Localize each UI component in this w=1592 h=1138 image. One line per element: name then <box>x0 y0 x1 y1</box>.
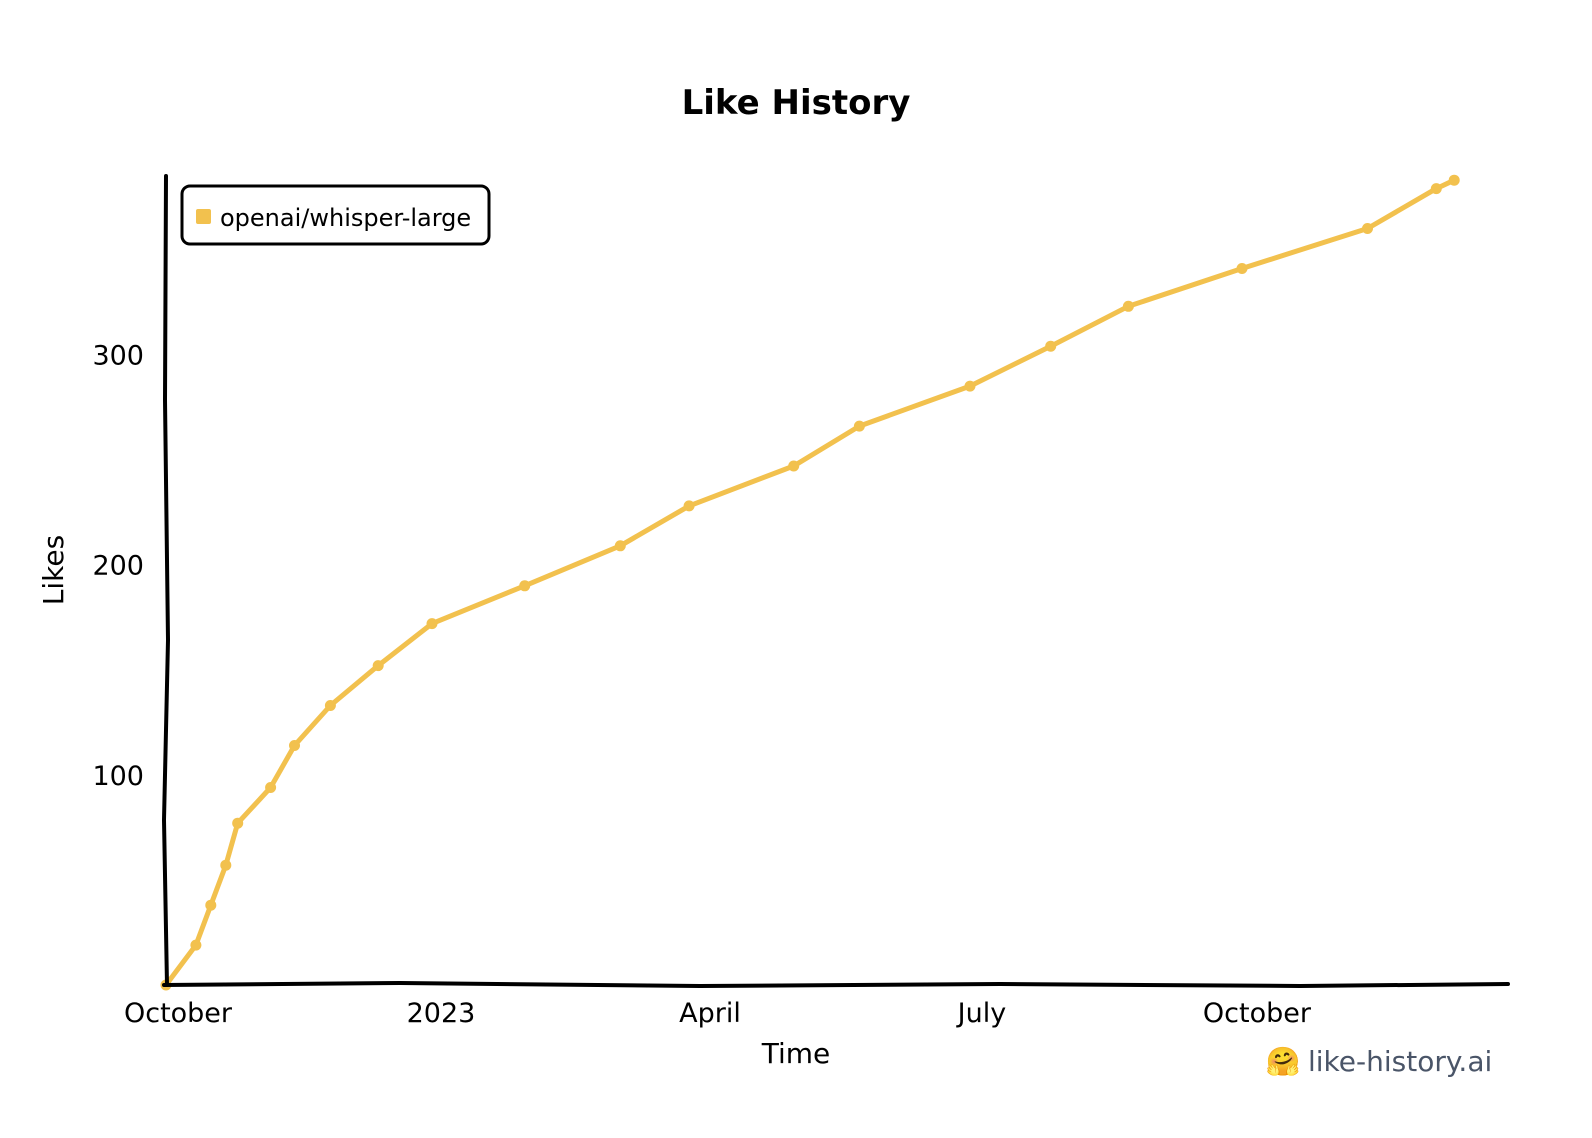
data-point <box>683 500 695 512</box>
data-point <box>614 540 626 552</box>
data-point <box>220 859 232 871</box>
brand-text: like-history.ai <box>1308 1045 1492 1078</box>
x-tick-label: October <box>124 998 233 1029</box>
legend-swatch <box>196 209 211 224</box>
brand-emoji: 🤗 <box>1266 1045 1301 1078</box>
data-point <box>1430 183 1442 195</box>
legend-label: openai/whisper-large <box>220 204 471 232</box>
data-point <box>265 782 277 793</box>
y-tick-labels: 100 200 300 <box>92 341 144 792</box>
x-tick-label: July <box>956 998 1007 1029</box>
y-tick-label: 300 <box>92 341 144 372</box>
y-tick-label: 200 <box>92 551 144 582</box>
data-point <box>1448 174 1460 186</box>
x-tick-label: 2023 <box>407 998 476 1029</box>
x-axis-label: Time <box>761 1037 831 1070</box>
data-point <box>372 660 384 672</box>
data-point <box>324 700 336 711</box>
data-point <box>426 618 438 630</box>
data-point <box>205 899 217 911</box>
legend: openai/whisper-large <box>180 184 491 246</box>
x-tick-label: April <box>679 998 741 1029</box>
data-point <box>1236 263 1248 274</box>
x-axis-line <box>162 980 1510 989</box>
data-point <box>1122 300 1134 312</box>
data-point <box>232 817 244 829</box>
data-point <box>289 740 300 751</box>
data-point <box>964 380 976 392</box>
data-point <box>788 460 800 472</box>
plot-area <box>160 174 1460 991</box>
legend-box <box>180 184 491 246</box>
y-axis-line <box>161 174 171 987</box>
data-point <box>519 580 531 592</box>
chart-title: Like History <box>682 83 911 123</box>
series-line <box>163 177 1457 988</box>
y-axis-label: Likes <box>37 535 70 605</box>
data-point <box>1362 223 1373 234</box>
data-point <box>190 939 202 951</box>
x-tick-labels: October 2023 April July October <box>124 998 1312 1029</box>
x-tick-label: October <box>1203 998 1312 1029</box>
data-point <box>1045 340 1057 352</box>
y-tick-label: 100 <box>92 761 144 792</box>
data-point <box>853 420 865 432</box>
